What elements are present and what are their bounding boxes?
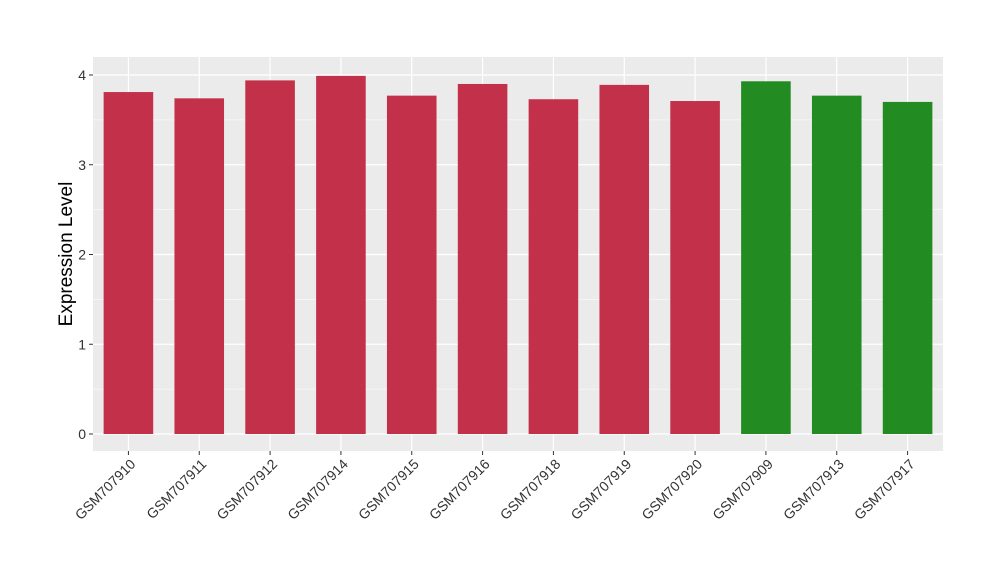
bar — [386, 95, 437, 434]
bar — [599, 84, 650, 434]
y-tick-label: 0 — [78, 426, 86, 442]
x-tick-label: GSM707914 — [284, 456, 351, 523]
bar — [811, 95, 862, 434]
bar — [245, 80, 295, 434]
y-tick-label: 2 — [78, 247, 86, 263]
y-tick-label: 4 — [78, 67, 86, 83]
x-tick-label: GSM707912 — [213, 456, 280, 523]
bar — [670, 101, 720, 434]
x-tick-label: GSM707916 — [426, 456, 493, 523]
bar — [528, 99, 579, 435]
x-tick-label: GSM707920 — [638, 456, 705, 523]
x-tick-label: GSM707917 — [851, 456, 918, 523]
x-tick-label: GSM707909 — [709, 456, 776, 523]
x-tick-label: GSM707919 — [567, 456, 634, 523]
x-tick-label: GSM707915 — [355, 456, 422, 523]
bar — [316, 75, 366, 435]
bar — [174, 98, 225, 435]
bar — [882, 101, 933, 435]
y-tick-label: 3 — [78, 157, 86, 173]
bar — [103, 92, 154, 435]
bar — [457, 83, 508, 434]
x-tick-label: GSM707913 — [780, 456, 847, 523]
x-tick-label: GSM707911 — [143, 456, 209, 522]
bar — [741, 81, 791, 434]
y-tick-label: 1 — [78, 336, 86, 352]
x-tick-label: GSM707918 — [497, 456, 564, 523]
y-axis-label: Expression Level — [56, 182, 77, 327]
x-tick-label: GSM707910 — [72, 456, 139, 523]
